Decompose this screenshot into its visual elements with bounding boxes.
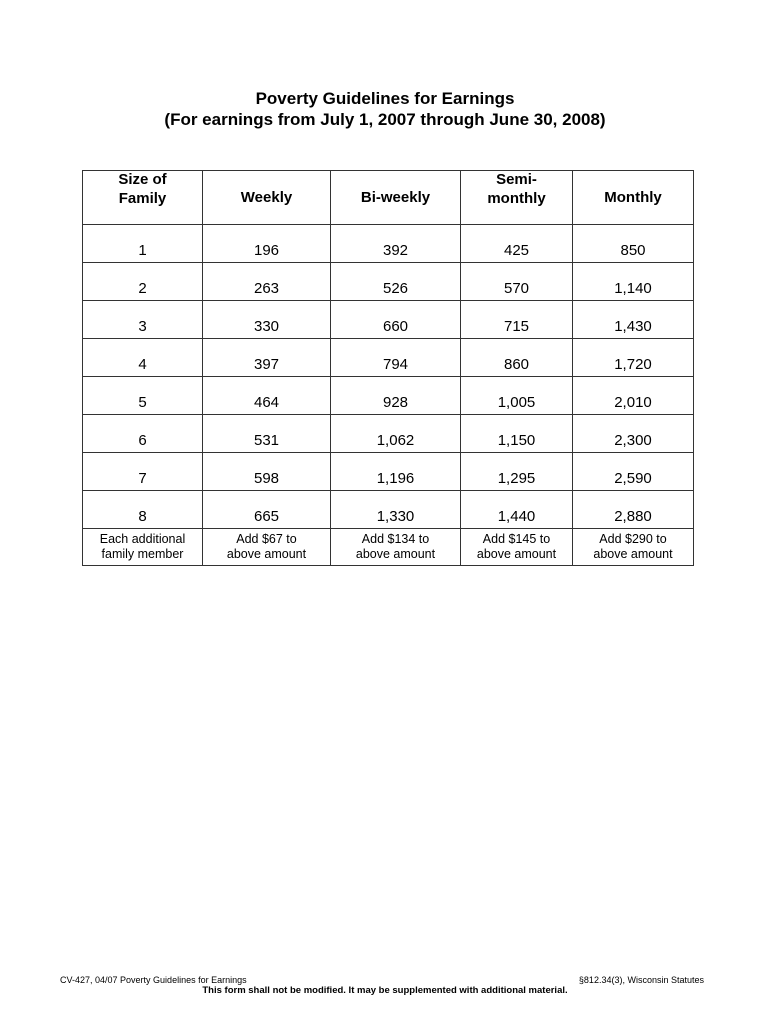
- table-cell: 1,196: [330, 452, 461, 491]
- table-cell: 570: [460, 262, 573, 301]
- table-cell: 2,010: [572, 376, 694, 415]
- footer-statute: §812.34(3), Wisconsin Statutes: [578, 975, 704, 985]
- additional-cell: Add $145 to above amount: [460, 528, 573, 566]
- additional-line-2: above amount: [593, 547, 673, 561]
- table-cell: 425: [460, 224, 573, 263]
- additional-line-2: above amount: [476, 547, 557, 561]
- table-cell: 4: [82, 338, 203, 377]
- table-cell: 3: [82, 300, 203, 339]
- table-cell: 928: [330, 376, 461, 415]
- poverty-guidelines-table: Size of Family Weekly Bi-weekly Semi-mon…: [82, 170, 694, 566]
- table-cell: 1,150: [460, 414, 573, 453]
- additional-line-1: Each additional: [99, 532, 186, 546]
- table-row: 7 598 1,196 1,295 2,590: [82, 452, 694, 491]
- table-row: 1 196 392 425 850: [82, 224, 694, 263]
- additional-cell: Add $67 to above amount: [202, 528, 331, 566]
- additional-line-2: above amount: [226, 547, 307, 561]
- table-cell: 1: [82, 224, 203, 263]
- table-row: 2 263 526 570 1,140: [82, 262, 694, 301]
- table-cell: 794: [330, 338, 461, 377]
- table-cell: 330: [202, 300, 331, 339]
- table-cell: 850: [572, 224, 694, 263]
- table-cell: 860: [460, 338, 573, 377]
- table-cell: 392: [330, 224, 461, 263]
- title-line-2: (For earnings from July 1, 2007 through …: [164, 110, 606, 129]
- header-bi-weekly: Bi-weekly: [330, 170, 461, 225]
- table-cell: 5: [82, 376, 203, 415]
- additional-line-1: Add $290 to: [599, 532, 667, 546]
- table-cell: 526: [330, 262, 461, 301]
- additional-line-2: family member: [101, 547, 184, 561]
- additional-line-2: above amount: [355, 547, 436, 561]
- additional-cell: Each additional family member: [82, 528, 203, 566]
- table-cell: 660: [330, 300, 461, 339]
- table-row: 8 665 1,330 1,440 2,880: [82, 490, 694, 529]
- table-cell: 2,300: [572, 414, 694, 453]
- table-cell: 1,330: [330, 490, 461, 529]
- table-row: 4 397 794 860 1,720: [82, 338, 694, 377]
- table-cell: 8: [82, 490, 203, 529]
- table-cell: 397: [202, 338, 331, 377]
- table-cell: 531: [202, 414, 331, 453]
- table-cell: 464: [202, 376, 331, 415]
- footer-form-id: CV-427, 04/07 Poverty Guidelines for Ear…: [60, 975, 247, 985]
- table-cell: 1,140: [572, 262, 694, 301]
- table-cell: 2,590: [572, 452, 694, 491]
- additional-line-1: Add $67 to: [236, 532, 297, 546]
- table-cell: 2: [82, 262, 203, 301]
- additional-cell: Add $134 to above amount: [330, 528, 461, 566]
- table-cell: 6: [82, 414, 203, 453]
- additional-line-1: Add $134 to: [361, 532, 430, 546]
- additional-member-row: Each additional family member Add $67 to ab…: [82, 528, 694, 566]
- additional-line-1: Add $145 to: [482, 532, 551, 546]
- table-cell: 715: [460, 300, 573, 339]
- header-semi-monthly: Semi-monthly: [460, 170, 573, 225]
- table-cell: 7: [82, 452, 203, 491]
- table-row: 6 531 1,062 1,150 2,300: [82, 414, 694, 453]
- table-cell: 1,440: [460, 490, 573, 529]
- table-cell: 196: [202, 224, 331, 263]
- table-row: 5 464 928 1,005 2,010: [82, 376, 694, 415]
- table-cell: 665: [202, 490, 331, 529]
- table-cell: 1,295: [460, 452, 573, 491]
- additional-cell: Add $290 to above amount: [572, 528, 694, 566]
- table-cell: 1,720: [572, 338, 694, 377]
- header-weekly: Weekly: [202, 170, 331, 225]
- table-cell: 1,005: [460, 376, 573, 415]
- footer-notice: This form shall not be modified. It may …: [202, 985, 568, 996]
- title-line-1: Poverty Guidelines for Earnings: [255, 89, 515, 108]
- table-cell: 263: [202, 262, 331, 301]
- table-row: 3 330 660 715 1,430: [82, 300, 694, 339]
- table-cell: 1,062: [330, 414, 461, 453]
- table-cell: 1,430: [572, 300, 694, 339]
- header-monthly: Monthly: [572, 170, 694, 225]
- header-size-of-family: Size of Family: [82, 170, 203, 225]
- table-cell: 598: [202, 452, 331, 491]
- table-cell: 2,880: [572, 490, 694, 529]
